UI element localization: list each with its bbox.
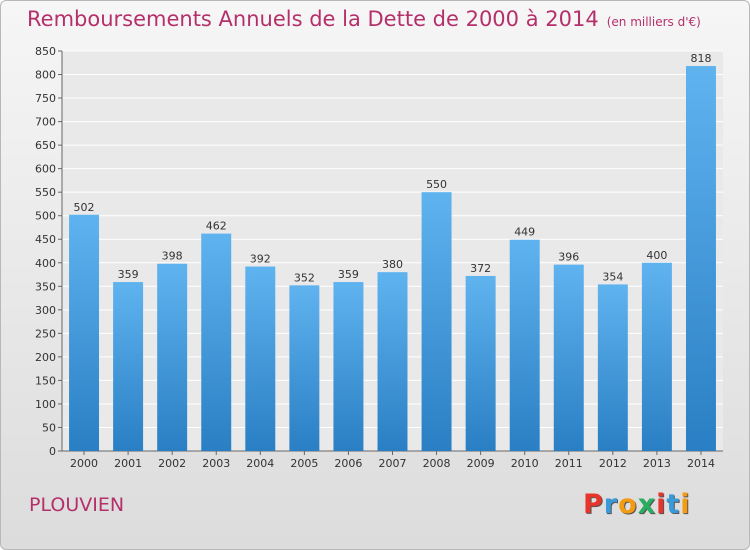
bar [333, 282, 364, 451]
bar [553, 264, 584, 451]
commune-name: PLOUVIEN [29, 494, 125, 516]
x-tick-label: 2005 [290, 457, 318, 470]
data-label: 449 [514, 226, 535, 239]
data-label: 502 [74, 201, 95, 214]
y-tick-label: 150 [35, 374, 56, 387]
data-label: 380 [382, 258, 403, 271]
x-tick-label: 2006 [334, 457, 362, 470]
bar [685, 66, 716, 451]
y-tick-label: 350 [35, 280, 56, 293]
y-tick-label: 0 [49, 445, 56, 458]
data-label: 354 [602, 270, 623, 283]
proxiti-logo: Proxiti [583, 489, 691, 520]
data-label: 462 [206, 220, 227, 233]
x-tick-label: 2010 [511, 457, 539, 470]
data-label: 396 [558, 251, 579, 264]
x-tick-label: 2003 [202, 457, 230, 470]
data-label: 400 [646, 249, 667, 262]
y-tick-label: 650 [35, 139, 56, 152]
bar [509, 239, 540, 451]
x-tick-label: 2004 [246, 457, 274, 470]
y-tick-label: 200 [35, 351, 56, 364]
bar [201, 233, 232, 451]
bar [597, 284, 628, 451]
chart-unit: (en milliers d'€) [606, 15, 701, 29]
data-label: 818 [690, 52, 711, 65]
y-tick-label: 250 [35, 327, 56, 340]
bar [289, 285, 320, 451]
x-tick-label: 2001 [114, 457, 142, 470]
x-tick-label: 2012 [599, 457, 627, 470]
y-tick-label: 300 [35, 304, 56, 317]
x-tick-label: 2002 [158, 457, 186, 470]
chart-title-text: Remboursements Annuels de la Dette de 20… [27, 7, 599, 31]
y-tick-label: 600 [35, 163, 56, 176]
bar [421, 192, 452, 452]
bar [465, 275, 496, 451]
logo-letter: P [583, 489, 604, 520]
x-tick-label: 2008 [423, 457, 451, 470]
y-tick-label: 750 [35, 92, 56, 105]
logo-letter: i [656, 489, 667, 520]
data-label: 398 [162, 250, 183, 263]
data-label: 372 [470, 262, 491, 275]
x-tick-label: 2011 [555, 457, 583, 470]
bar [245, 266, 276, 451]
x-tick-label: 2013 [643, 457, 671, 470]
data-label: 550 [426, 178, 447, 191]
y-tick-label: 100 [35, 398, 56, 411]
chart-title: Remboursements Annuels de la Dette de 20… [27, 7, 701, 31]
logo-letter: x [637, 489, 657, 520]
bar [69, 214, 100, 451]
bar [113, 282, 144, 451]
y-tick-label: 800 [35, 69, 56, 82]
logo-letter: i [680, 489, 691, 520]
x-tick-label: 2007 [379, 457, 407, 470]
data-label: 359 [338, 268, 359, 281]
data-label: 359 [118, 268, 139, 281]
y-tick-label: 700 [35, 116, 56, 129]
data-label: 352 [294, 271, 315, 284]
y-tick-label: 50 [42, 421, 56, 434]
y-tick-label: 500 [35, 210, 56, 223]
x-tick-label: 2009 [467, 457, 495, 470]
bar [157, 263, 188, 451]
logo-letter: o [618, 489, 638, 520]
bar [377, 272, 408, 451]
y-tick-label: 400 [35, 257, 56, 270]
data-label: 392 [250, 253, 271, 266]
logo-letter: t [666, 489, 681, 520]
y-tick-label: 450 [35, 233, 56, 246]
bar [641, 262, 672, 451]
x-tick-label: 2014 [687, 457, 715, 470]
y-tick-label: 550 [35, 186, 56, 199]
x-tick-label: 2000 [70, 457, 98, 470]
logo-letter: r [603, 489, 619, 520]
y-tick-label: 850 [35, 45, 56, 58]
